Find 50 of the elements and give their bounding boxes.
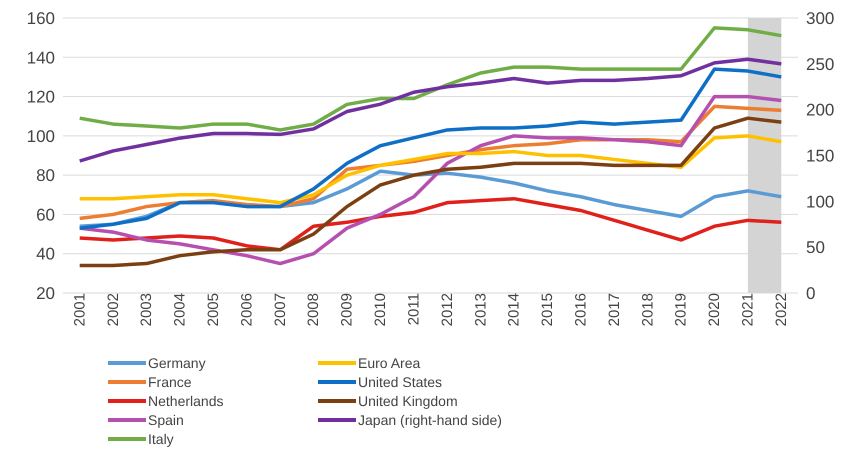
x-tick-label: 2008 [305, 293, 322, 326]
legend-label: United States [358, 374, 442, 390]
legend-label: Japan (right-hand side) [358, 412, 502, 428]
x-tick-label: 2022 [772, 293, 790, 326]
x-tick-label: 2010 [372, 293, 390, 326]
x-tick-label: 2013 [472, 293, 490, 326]
line-series [78, 134, 784, 204]
y2-tick-label: 50 [806, 238, 825, 258]
x-tick-label: 2018 [639, 293, 656, 326]
y2-tick-label: 0 [806, 284, 816, 304]
y-tick-label: 20 [36, 284, 55, 304]
x-tick-label: 2012 [438, 293, 456, 326]
x-tick-label: 2009 [338, 293, 356, 326]
x-tick-label: 2020 [706, 293, 724, 326]
x-tick-label: 2005 [204, 293, 222, 326]
y-tick-label: 160 [26, 9, 55, 28]
x-tick-label: 2017 [606, 293, 623, 326]
y-tick-label: 140 [26, 48, 55, 68]
x-tick-label: 2011 [405, 293, 422, 326]
x-tick-label: 2006 [238, 293, 256, 326]
y-tick-label: 80 [36, 166, 55, 186]
legend-label: France [148, 374, 192, 390]
x-tick-label: 2014 [506, 293, 523, 326]
x-tick-label: 2001 [71, 293, 88, 326]
legend-label: United Kingdom [358, 392, 458, 408]
y-tick-label: 100 [26, 126, 55, 146]
legend-label: Netherlands [148, 392, 224, 408]
y-tick-label: 40 [36, 244, 55, 264]
y2-tick-label: 250 [806, 54, 834, 74]
y-tick-label: 120 [26, 88, 55, 107]
legend-label: Spain [148, 412, 184, 428]
y2-tick-label: 300 [806, 9, 834, 28]
line-series [78, 67, 784, 230]
legend-label: Italy [148, 430, 174, 446]
x-tick-label: 2003 [138, 293, 156, 326]
x-tick-label: 2007 [272, 293, 289, 326]
y2-tick-label: 100 [806, 192, 834, 212]
x-tick-label: 2016 [572, 293, 590, 326]
legend-label: Euro Area [358, 354, 420, 370]
legend-label: Germany [148, 354, 206, 370]
line-series [78, 26, 784, 132]
y2-tick-label: 150 [806, 146, 834, 166]
x-tick-label: 2004 [172, 293, 189, 326]
x-tick-label: 2015 [539, 293, 556, 326]
x-tick-label: 2019 [672, 293, 690, 326]
x-tick-label: 2002 [104, 293, 122, 326]
y-tick-label: 60 [36, 205, 55, 224]
x-tick-label: 2021 [740, 293, 757, 326]
line-series [78, 58, 784, 163]
y2-tick-label: 200 [806, 100, 834, 120]
